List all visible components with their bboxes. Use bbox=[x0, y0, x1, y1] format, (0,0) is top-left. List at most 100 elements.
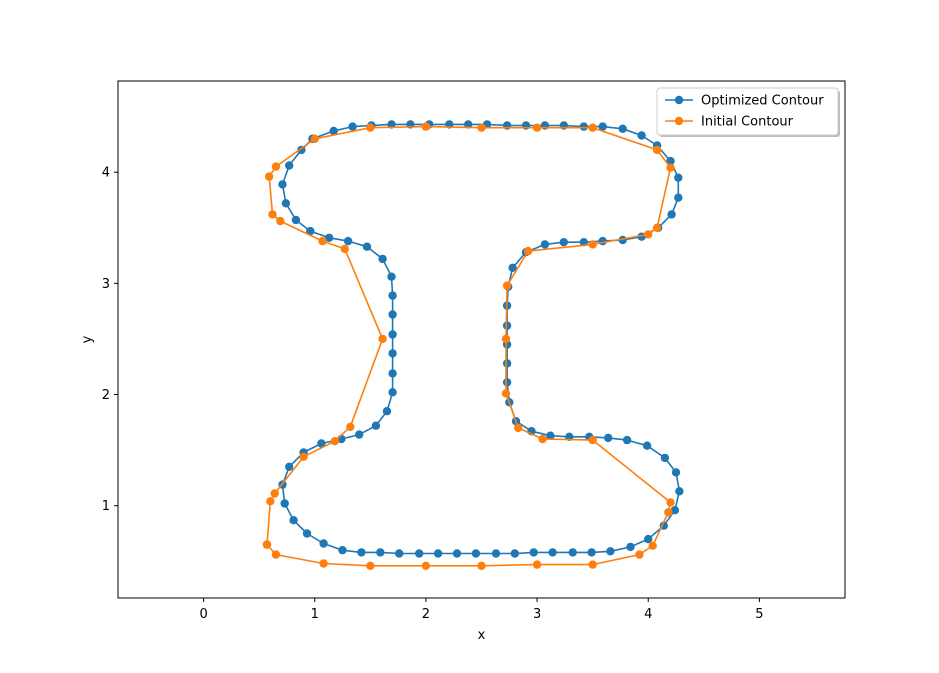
optimized-contour-point bbox=[579, 122, 588, 131]
initial-contour-point bbox=[588, 240, 597, 249]
optimized-contour-point bbox=[637, 131, 646, 140]
optimized-contour-point bbox=[433, 549, 443, 558]
initial-contour-point bbox=[532, 560, 542, 569]
y-axis-label: y bbox=[80, 335, 95, 343]
initial-contour-point bbox=[262, 540, 272, 549]
initial-contour-point bbox=[299, 452, 308, 461]
optimized-contour-point bbox=[348, 122, 357, 131]
optimized-contour-point bbox=[302, 529, 312, 538]
initial-contour-point bbox=[330, 437, 339, 446]
optimized-contour-point bbox=[667, 210, 676, 219]
y-tick-label: 2 bbox=[102, 388, 110, 403]
optimized-contour-point bbox=[280, 499, 289, 508]
optimized-contour-point bbox=[606, 547, 615, 556]
initial-contour-point bbox=[378, 334, 387, 344]
optimized-contour-point bbox=[357, 548, 366, 557]
optimized-contour-series bbox=[278, 120, 684, 558]
optimized-contour-point bbox=[671, 468, 681, 477]
optimized-contour-point bbox=[626, 542, 635, 552]
optimized-contour-point bbox=[338, 546, 347, 555]
optimized-contour-point bbox=[285, 462, 294, 471]
optimized-contour-point bbox=[388, 388, 397, 397]
optimized-contour-point bbox=[291, 215, 301, 225]
optimized-contour-point bbox=[598, 122, 607, 131]
legend: Optimized Contour Initial Contour bbox=[656, 87, 840, 137]
optimized-contour-point bbox=[464, 120, 473, 129]
optimized-contour-point bbox=[325, 233, 334, 242]
initial-contour-point bbox=[502, 281, 512, 290]
y-tick-label: 3 bbox=[102, 277, 110, 292]
initial-contour-point bbox=[276, 216, 285, 226]
initial-contour-point bbox=[538, 434, 547, 444]
initial-contour-point bbox=[318, 236, 327, 246]
initial-contour-point bbox=[340, 244, 349, 254]
y-tick-label: 4 bbox=[102, 166, 110, 181]
optimized-contour-point bbox=[675, 487, 684, 496]
initial-contour-point bbox=[648, 541, 657, 550]
x-tick-label: 3 bbox=[533, 607, 541, 622]
initial-contour-point bbox=[514, 423, 523, 433]
data-layer bbox=[262, 120, 684, 570]
optimized-contour-point bbox=[317, 439, 326, 448]
initial-contour-point bbox=[652, 223, 662, 232]
initial-contour-point bbox=[501, 389, 511, 398]
optimized-contour-point bbox=[598, 236, 607, 246]
initial-contour-point bbox=[524, 246, 533, 256]
optimized-contour-point bbox=[529, 548, 538, 557]
optimized-contour-point bbox=[343, 236, 353, 246]
initial-contour-point bbox=[635, 550, 644, 559]
initial-contour-point bbox=[310, 134, 319, 143]
optimized-contour-point bbox=[452, 549, 462, 558]
optimized-contour-point bbox=[387, 272, 396, 281]
initial-contour-point bbox=[366, 123, 375, 132]
optimized-contour-point bbox=[604, 433, 613, 443]
optimized-contour-point bbox=[388, 369, 397, 378]
optimized-contour-point bbox=[319, 539, 328, 548]
initial-contour-point bbox=[652, 145, 662, 155]
initial-contour-point bbox=[588, 560, 597, 569]
initial-contour-point bbox=[588, 123, 597, 132]
legend-optimized-contour-label: Optimized Contour bbox=[701, 94, 824, 109]
x-tick-label: 0 bbox=[199, 607, 207, 622]
legend-optimized-contour-marker bbox=[674, 95, 684, 105]
optimized-contour-point bbox=[568, 548, 577, 557]
optimized-contour-point bbox=[306, 226, 315, 236]
optimized-contour-point bbox=[491, 549, 501, 558]
optimized-contour-point bbox=[508, 263, 517, 272]
optimized-contour-point bbox=[415, 549, 424, 558]
optimized-contour-point bbox=[642, 441, 652, 450]
initial-contour-point bbox=[265, 172, 274, 181]
y-axis: 1 2 3 4 bbox=[102, 166, 118, 514]
initial-contour-point bbox=[588, 435, 597, 445]
x-tick-label: 4 bbox=[644, 607, 652, 622]
initial-contour-point bbox=[421, 561, 431, 570]
optimized-contour-point bbox=[285, 161, 294, 170]
x-tick-label: 1 bbox=[311, 607, 319, 622]
optimized-contour-point bbox=[674, 173, 683, 182]
initial-contour-point bbox=[266, 497, 275, 506]
x-tick-label: 5 bbox=[755, 607, 763, 622]
initial-contour-point bbox=[271, 162, 281, 171]
initial-contour-series bbox=[262, 122, 675, 570]
optimized-contour-point bbox=[622, 435, 632, 445]
initial-contour-point bbox=[477, 123, 486, 132]
legend-initial-contour-label: Initial Contour bbox=[701, 115, 794, 130]
initial-contour-point bbox=[319, 559, 328, 568]
optimized-contour-point bbox=[395, 549, 404, 558]
optimized-contour-point bbox=[388, 349, 397, 358]
optimized-contour-point bbox=[355, 430, 364, 439]
initial-contour-point bbox=[346, 422, 355, 431]
initial-contour-point bbox=[421, 122, 431, 131]
initial-contour-point bbox=[268, 210, 277, 219]
optimized-contour-point bbox=[579, 238, 588, 247]
initial-contour-point bbox=[532, 123, 542, 132]
optimized-contour-point bbox=[289, 516, 298, 525]
optimized-contour-point bbox=[362, 242, 372, 251]
optimized-contour-point bbox=[674, 193, 683, 202]
initial-contour-point bbox=[366, 561, 375, 570]
optimized-contour-point bbox=[548, 548, 557, 557]
initial-contour-point bbox=[271, 550, 281, 559]
optimized-contour-point bbox=[502, 378, 512, 387]
optimized-contour-point bbox=[502, 321, 512, 330]
